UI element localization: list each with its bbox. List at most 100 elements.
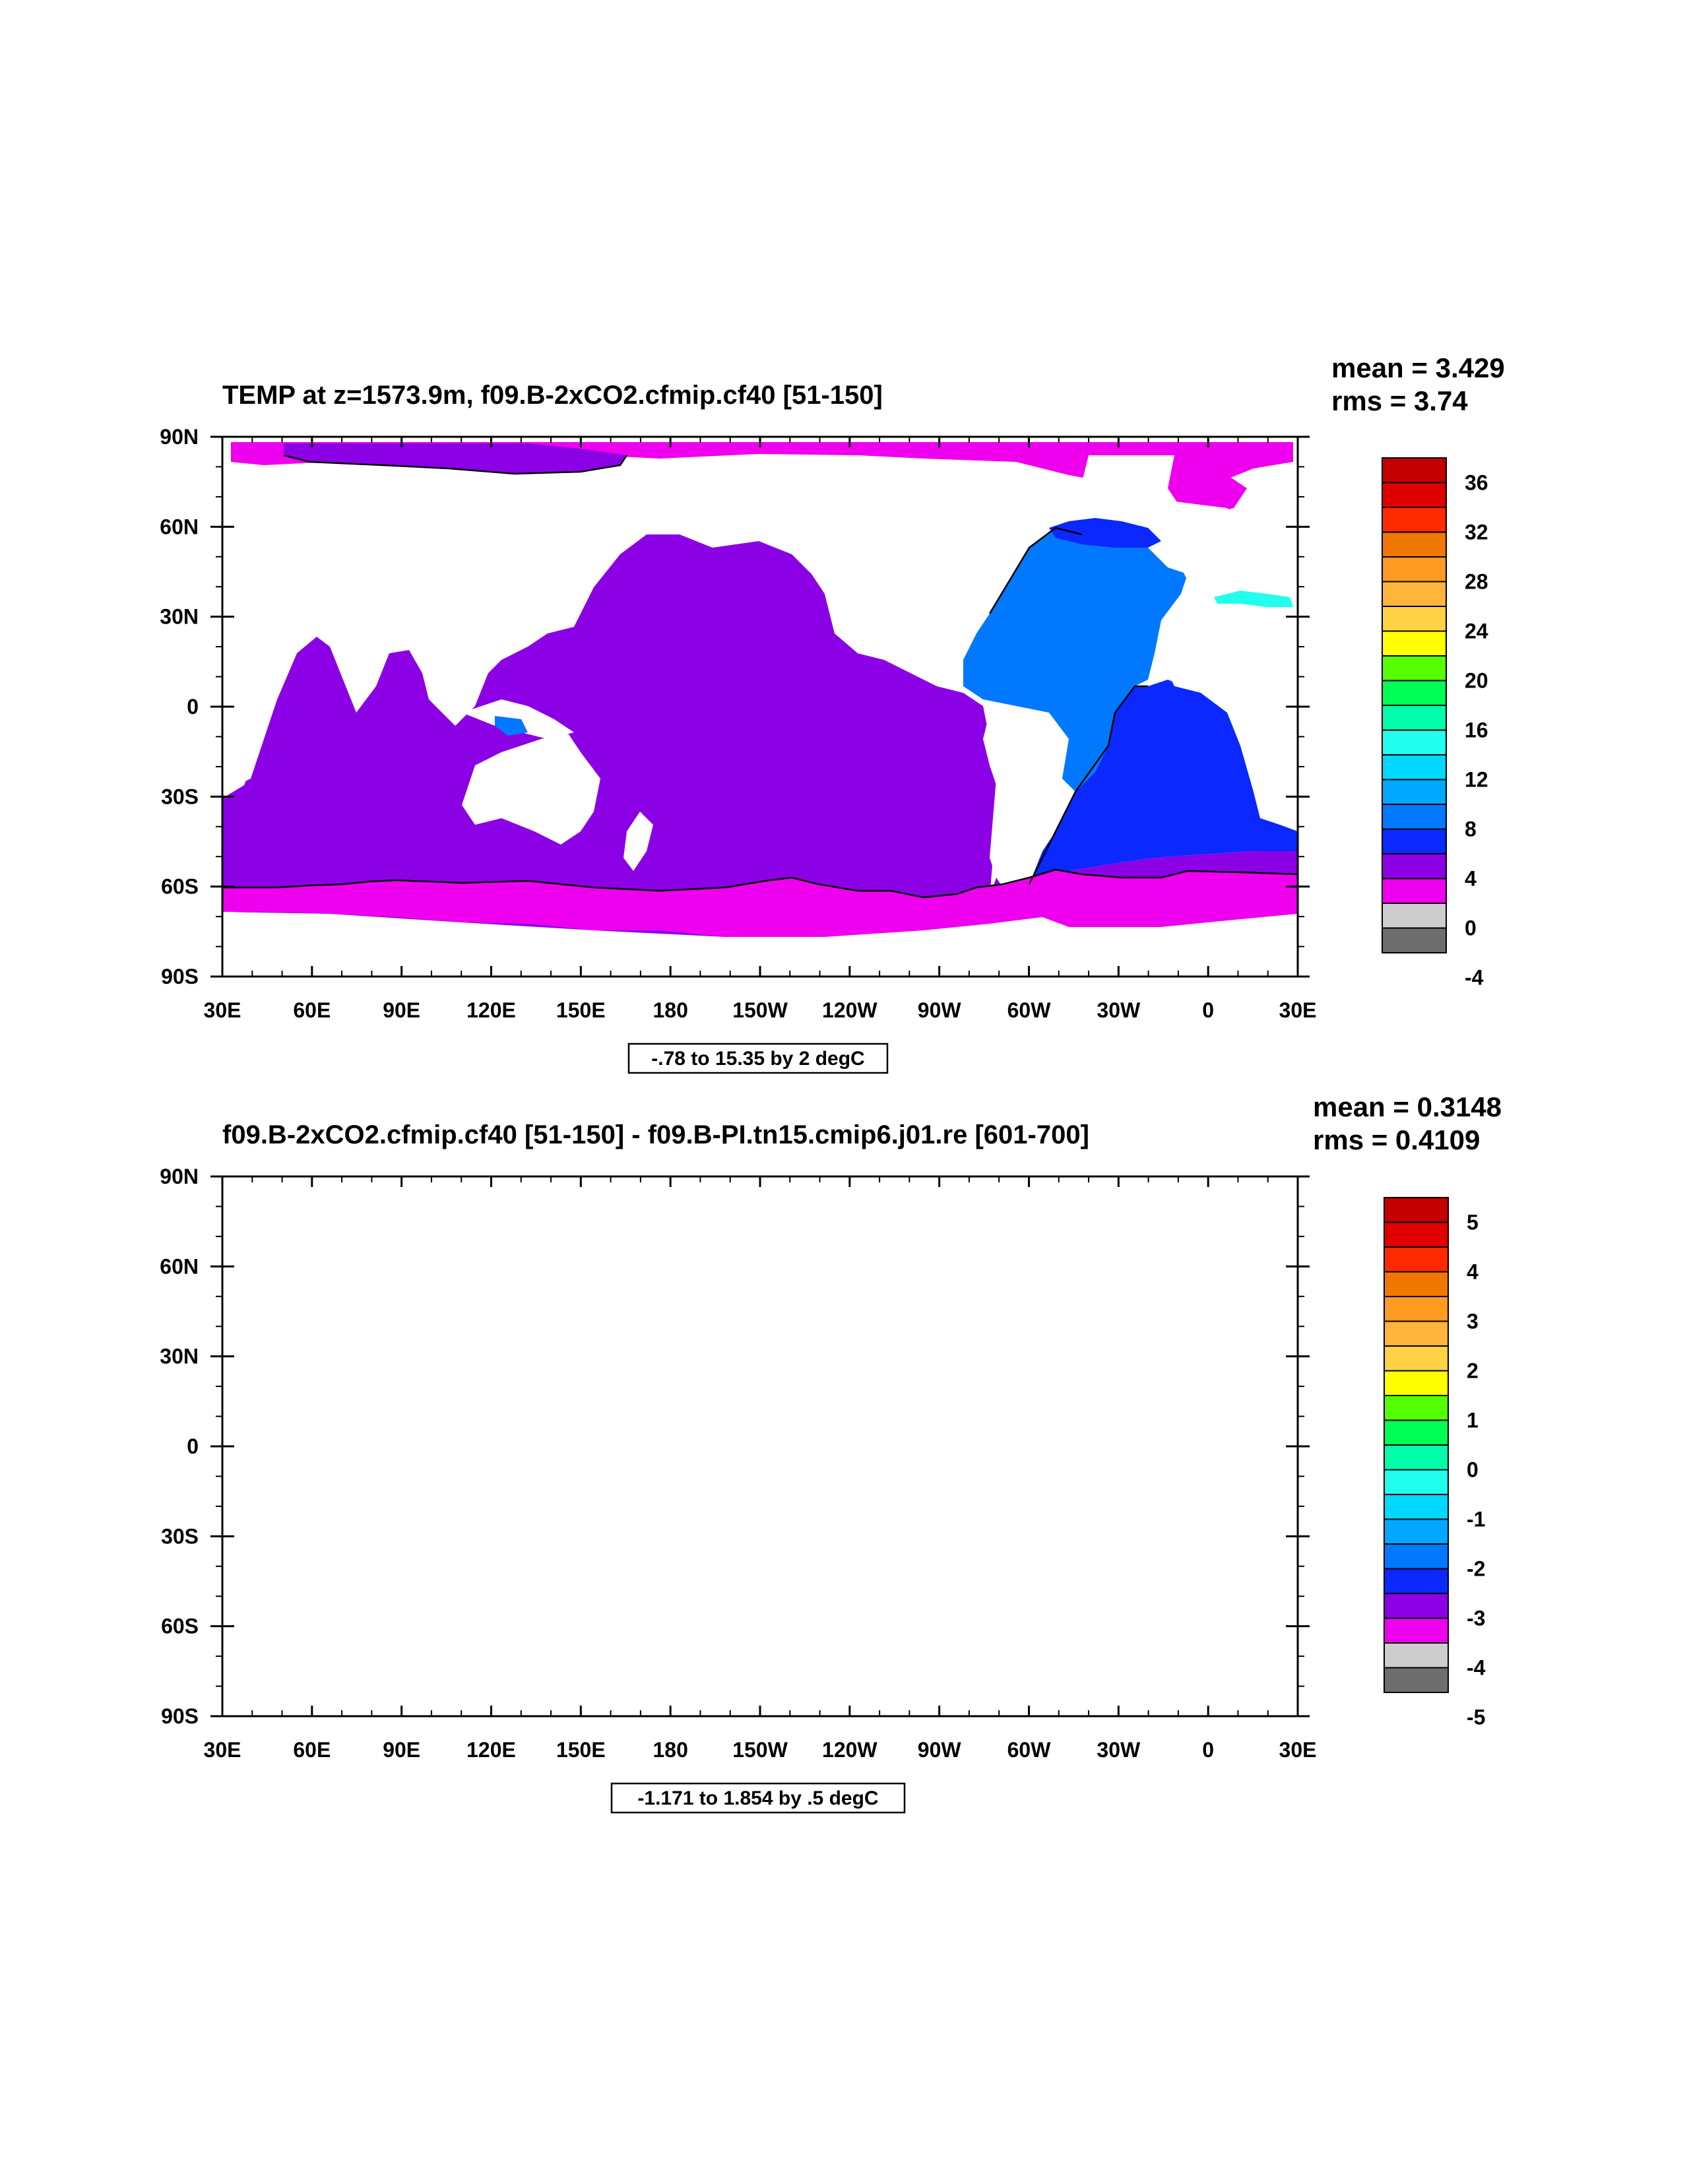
x-tick-label: 60W: [1007, 998, 1052, 1022]
panel-1-title: TEMP at z=1573.9m, f09.B-2xCO2.cfmip.cf4…: [222, 381, 883, 410]
arctic-sea: [231, 1182, 1293, 1228]
southern-polar: [222, 870, 1298, 937]
land-background: [222, 1176, 1298, 1716]
colorbar-label: 0: [1465, 916, 1477, 940]
main-ocean: [222, 1274, 1298, 1677]
colorbar-label: 12: [1465, 768, 1488, 792]
colorbar-swatch: [1384, 1642, 1449, 1669]
colorbar-label: 1: [1467, 1409, 1479, 1432]
colorbar-swatch: [1382, 630, 1447, 657]
x-tick-label: 120W: [822, 998, 877, 1022]
colorbar-swatch: [1384, 1395, 1449, 1421]
colorbar-swatch: [1382, 581, 1447, 607]
colorbar-label: -1: [1467, 1508, 1485, 1531]
americas: [812, 1202, 1069, 1624]
europe: [1174, 501, 1298, 614]
colorbar-label: 16: [1465, 719, 1488, 742]
colorbar-swatch: [1382, 927, 1447, 953]
panel-2-axes: 30E 60E 90E 120E 150E 180 150W 120W 90W 60W 30W 0 30…: [160, 1165, 1316, 1762]
colorbar-swatch: [1382, 680, 1447, 706]
africa-east: [1161, 607, 1298, 818]
y-tick-label: 60S: [161, 875, 199, 899]
greenland: [1082, 1195, 1174, 1268]
colorbar-swatch: [1384, 1419, 1449, 1446]
x-tick-label: 120E: [466, 1738, 516, 1762]
x-tick-label: 90W: [918, 1738, 962, 1762]
indonesian-patch: [495, 716, 528, 736]
x-tick-label: 0: [1202, 1738, 1214, 1762]
x-tick-label: 30E: [1279, 1738, 1317, 1762]
south-asia: [369, 1307, 548, 1459]
y-tick-label: 0: [187, 695, 199, 719]
panel-2-contour-info: -1.171 to 1.854 by .5 degC: [637, 1787, 878, 1809]
x-tick-label: 180: [653, 998, 687, 1022]
panel-1-map: [222, 437, 1298, 977]
colorbar-swatch: [1384, 1518, 1449, 1545]
arctic-cap: [284, 443, 627, 474]
new-zealand: [623, 1551, 653, 1611]
colorbar-swatch: [1384, 1320, 1449, 1347]
panel-2-map: [222, 1176, 1298, 1716]
colorbar-swatch: [1384, 1469, 1449, 1495]
mediterranean: [1214, 1330, 1293, 1347]
colorbar-swatch: [1384, 1543, 1449, 1570]
y-tick-label: 30N: [160, 605, 199, 629]
colorbar-swatch: [1382, 779, 1447, 805]
colorbar-label: 36: [1465, 471, 1488, 495]
x-tick-label: 90E: [383, 1738, 420, 1762]
y-tick-label: 90S: [161, 1704, 199, 1728]
southern-cyan-patch: [1089, 1630, 1141, 1644]
y-tick-label: 30S: [161, 785, 199, 808]
y-tick-label: 0: [187, 1434, 199, 1458]
colorbar-label: -3: [1467, 1607, 1485, 1630]
colorbar-swatch: [1384, 1221, 1449, 1248]
panel-2-title: f09.B-2xCO2.cfmip.cf40 [51-150] - f09.B-…: [222, 1120, 1089, 1149]
panel-2-mean: mean = 0.3148: [1313, 1091, 1502, 1122]
colorbar-swatch: [1382, 457, 1447, 484]
colorbar-swatch: [1382, 804, 1447, 830]
y-tick-label: 90S: [161, 965, 199, 988]
colorbar-swatch: [1384, 1345, 1449, 1372]
panel-2: f09.B-2xCO2.cfmip.cf40 [51-150] - f09.B-…: [160, 1091, 1502, 1814]
atlantic-north: [963, 528, 1188, 792]
panel-1-info-box: [627, 1043, 889, 1074]
southern-green-band: [222, 1579, 620, 1619]
contour-line: [1122, 1436, 1145, 1449]
atlantic-north: [963, 1268, 1188, 1531]
australia: [462, 732, 600, 845]
colorbar-label: 4: [1465, 867, 1477, 891]
x-tick-label: 30W: [1097, 998, 1141, 1022]
x-tick-label: 60E: [293, 1738, 331, 1762]
australia: [462, 1472, 600, 1584]
europe: [1174, 1241, 1298, 1353]
y-tick-label: 30N: [160, 1345, 199, 1368]
southern-ocean: [222, 1609, 1298, 1677]
y-tick-label: 90N: [160, 425, 199, 449]
contour-line: [222, 1604, 620, 1619]
x-tick-label: 30W: [1097, 1738, 1141, 1762]
panel-2-rms: rms = 0.4109: [1313, 1124, 1480, 1155]
colorbar-label: -4: [1467, 1656, 1486, 1680]
atlantic-south: [1029, 680, 1298, 884]
panel-1-axes: 30E 60E 90E 120E 150E 180 150W 120W 90W 60W 30W 0 30…: [160, 425, 1316, 1022]
x-tick-label: 30E: [204, 1738, 241, 1762]
panel-1-mean: mean = 3.429: [1331, 352, 1505, 383]
maritime-continent: [462, 1439, 574, 1479]
colorbar-swatch: [1382, 729, 1447, 755]
x-tick-label: 0: [1202, 998, 1214, 1022]
x-tick-label: 30E: [204, 998, 241, 1022]
antarctica: [222, 912, 1298, 977]
colorbar-swatch: [1384, 1568, 1449, 1594]
nordic-seas: [1049, 518, 1161, 548]
colorbar-swatch: [1382, 754, 1447, 781]
x-tick-label: 150E: [556, 998, 606, 1022]
colorbar-swatch: [1382, 507, 1447, 533]
panel-2-info-box: [610, 1782, 906, 1814]
colorbar-label: 8: [1465, 818, 1477, 841]
panel-2-frame: [221, 1175, 1299, 1718]
contour-line: [1049, 1294, 1168, 1320]
new-zealand: [623, 812, 653, 871]
colorbar-swatch: [1382, 903, 1447, 929]
panel-1-contour-info: -.78 to 15.35 by 2 degC: [651, 1048, 864, 1070]
